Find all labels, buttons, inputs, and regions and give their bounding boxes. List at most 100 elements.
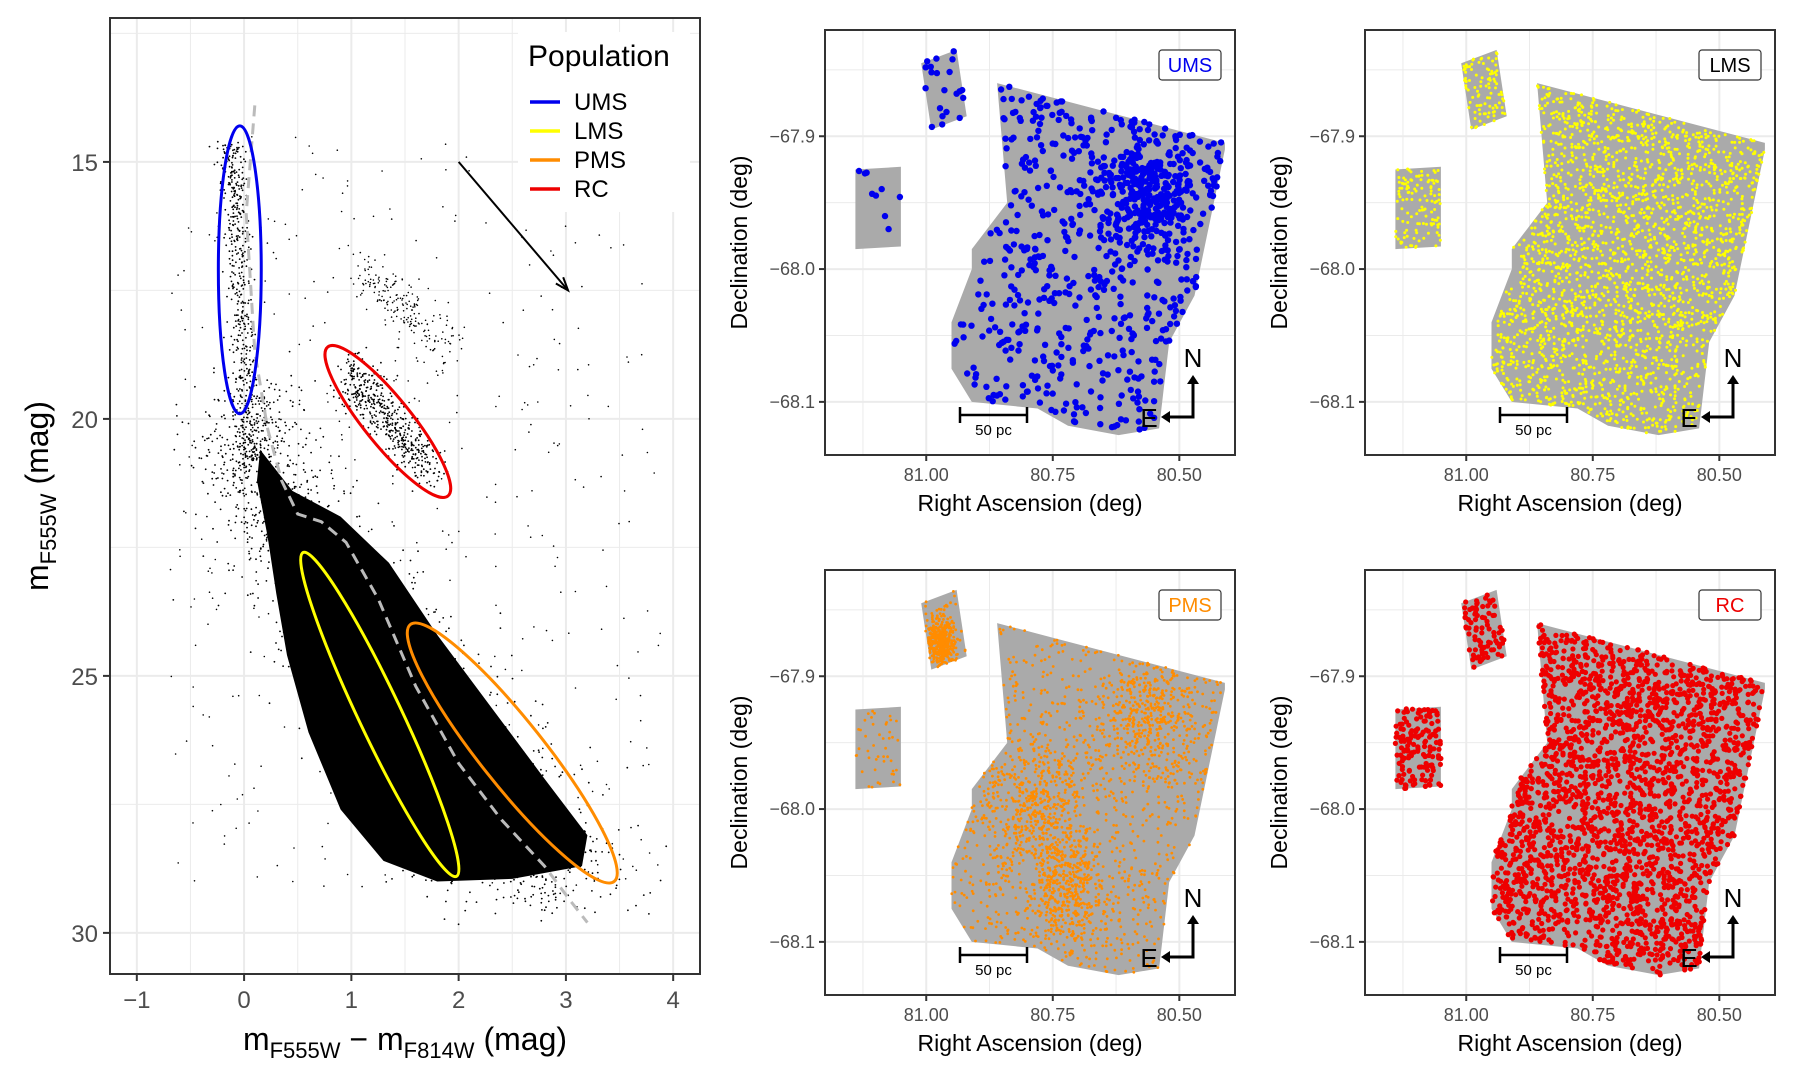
cmd-star — [382, 387, 384, 389]
cmd-ytick-label: 20 — [71, 407, 98, 434]
cmd-star — [386, 429, 388, 431]
cmd-star — [230, 530, 232, 532]
map-ums-point — [1170, 295, 1176, 301]
cmd-star — [393, 562, 395, 564]
cmd-star — [641, 354, 643, 356]
cmd-star — [228, 227, 230, 229]
cmd-star — [209, 234, 211, 236]
cmd-star — [448, 341, 450, 343]
cmd-star — [394, 411, 396, 413]
cmd-star — [246, 346, 248, 348]
cmd-star — [238, 208, 240, 210]
map-ums-point — [1066, 291, 1072, 297]
cmd-star — [215, 559, 217, 561]
cmd-star — [421, 444, 423, 446]
cmd-star — [255, 525, 257, 527]
cmd-star — [407, 317, 409, 319]
cmd-star — [435, 335, 437, 337]
cmd-star — [397, 446, 399, 448]
cmd-star — [231, 243, 233, 245]
map-ums-point — [1218, 139, 1224, 145]
cmd-star — [409, 326, 411, 328]
cmd-star — [273, 401, 275, 403]
cmd-star — [248, 317, 250, 319]
map-ums-point — [1101, 154, 1107, 160]
map-ums-point — [1076, 203, 1082, 209]
map-ums-point — [968, 323, 974, 329]
cmd-star — [241, 332, 243, 334]
map-ums-point — [1001, 116, 1007, 122]
cmd-star — [195, 528, 197, 530]
cmd-star — [226, 321, 228, 323]
cmd-star — [242, 320, 244, 322]
map-ums-point — [970, 365, 976, 371]
cmd-star — [271, 419, 273, 421]
cmd-star — [230, 230, 232, 232]
cmd-xtick-label: 3 — [559, 987, 572, 1014]
cmd-star — [208, 437, 210, 439]
cmd-star — [447, 320, 449, 322]
cmd-star — [240, 396, 242, 398]
map-ums-point — [1002, 136, 1008, 142]
map-ums-point — [1200, 211, 1206, 217]
map-ums-point — [1100, 214, 1106, 220]
cmd-star — [305, 444, 307, 446]
cmd-star — [425, 320, 427, 322]
map-ums-point — [1207, 169, 1213, 175]
cmd-star — [370, 406, 372, 408]
cmd-star — [228, 176, 230, 178]
cmd-star — [415, 438, 417, 440]
cmd-star — [223, 189, 225, 191]
cmd-star — [192, 822, 194, 824]
map-ums-point — [1050, 367, 1056, 373]
cmd-star — [247, 541, 249, 543]
cmd-star — [372, 417, 374, 419]
cmd-star — [221, 437, 223, 439]
cmd-star — [257, 454, 259, 456]
cmd-star — [213, 367, 215, 369]
cmd-star — [249, 375, 251, 377]
cmd-xlabel-part: (mag) — [475, 1021, 567, 1057]
map-ums-point — [1035, 310, 1041, 316]
cmd-star — [347, 358, 349, 360]
cmd-star — [248, 470, 250, 472]
cmd-star — [284, 422, 286, 424]
cmd-star — [414, 313, 416, 315]
cmd-star — [342, 192, 344, 194]
map-ums-point — [1056, 117, 1062, 123]
cmd-star — [186, 740, 188, 742]
cmd-star — [244, 370, 246, 372]
cmd-star — [240, 490, 242, 492]
cmd-star — [383, 299, 385, 301]
cmd-star — [233, 240, 235, 242]
cmd-star — [434, 348, 436, 350]
cmd-star — [244, 260, 246, 262]
cmd-star — [399, 331, 401, 333]
cmd-star — [223, 390, 225, 392]
cmd-star — [239, 400, 241, 402]
cmd-star — [253, 519, 255, 521]
cmd-star — [624, 490, 626, 492]
cmd-star — [288, 666, 290, 668]
cmd-star — [385, 421, 387, 423]
cmd-star — [400, 297, 402, 299]
cmd-star — [239, 296, 241, 298]
cmd-star — [243, 323, 245, 325]
cmd-star — [426, 482, 428, 484]
cmd-star — [355, 396, 357, 398]
map-ums-point — [1209, 204, 1215, 210]
cmd-star — [391, 430, 393, 432]
cmd-star — [350, 372, 352, 374]
cmd-star — [241, 357, 243, 359]
map-lms-point — [1553, 290, 1556, 293]
cmd-star — [251, 136, 253, 138]
map-ums-point — [1027, 256, 1033, 262]
cmd-star — [411, 441, 413, 443]
cmd-star — [266, 440, 268, 442]
cmd-star — [233, 152, 235, 154]
cmd-star — [361, 886, 363, 888]
cmd-star — [534, 886, 536, 888]
cmd-star — [441, 478, 443, 480]
cmd-star — [531, 885, 533, 887]
